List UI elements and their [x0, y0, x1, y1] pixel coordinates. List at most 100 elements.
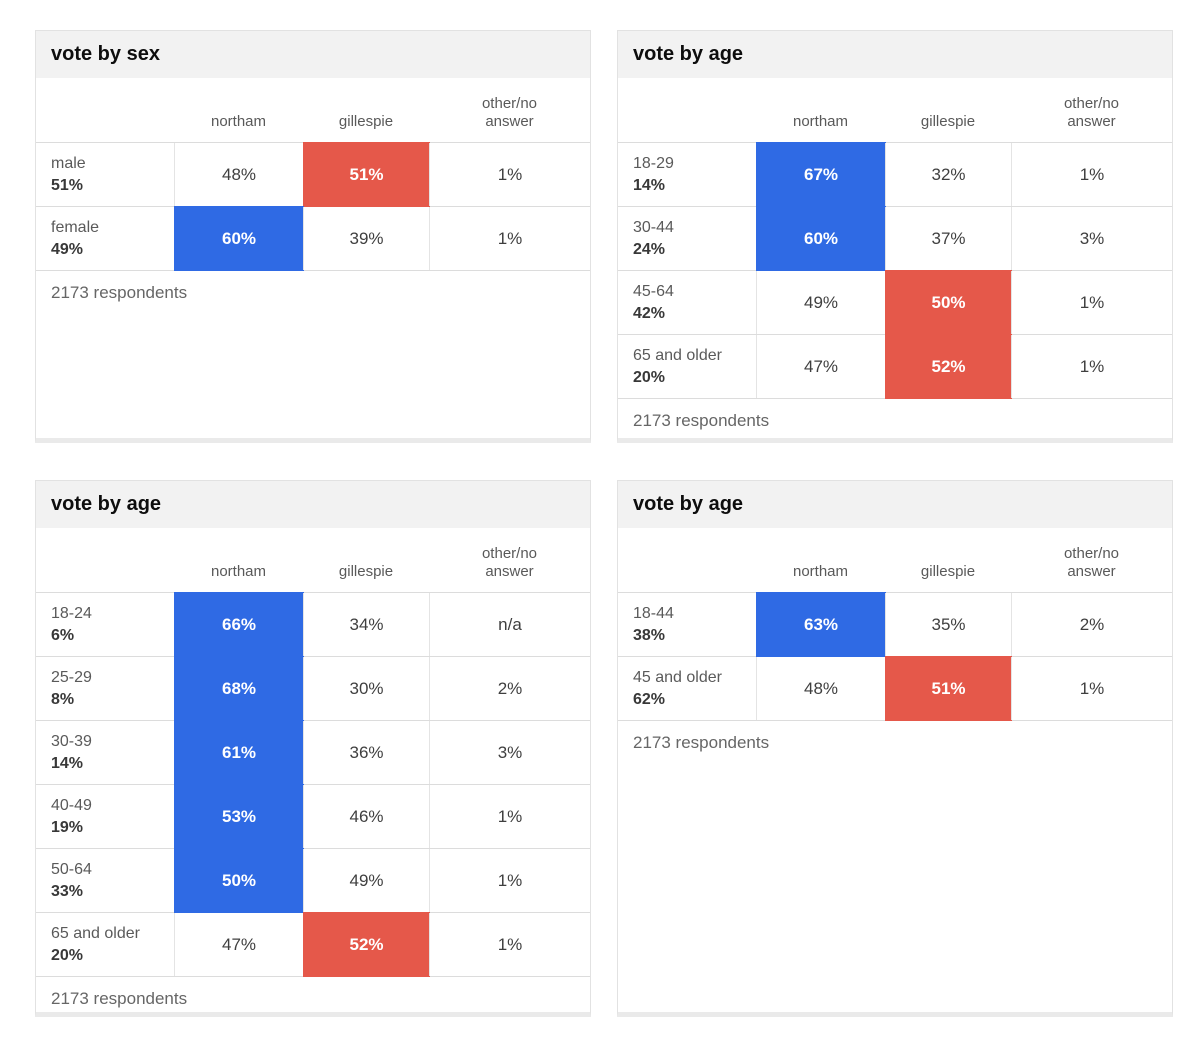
winner-highlight — [174, 784, 304, 849]
result-cell-gillespie: 30% — [303, 657, 429, 720]
result-value: 1% — [497, 806, 523, 826]
result-value: 32% — [931, 164, 966, 184]
result-cell-other-no-answer: 1% — [1011, 657, 1172, 720]
table-row: female 49% 60% 39% 1% — [36, 206, 590, 271]
result-cell-northam: 63% — [756, 592, 886, 657]
result-cell-other-no-answer: 1% — [429, 785, 590, 848]
result-value: 51% — [931, 678, 966, 698]
row-label-text: 30-44 — [633, 218, 674, 236]
row-label: 65 and older 20% — [618, 335, 756, 398]
column-header-label: other/no answer — [1063, 95, 1120, 130]
row-label-text: 45-64 — [633, 282, 674, 300]
exit-poll-panel: vote by sex northam gillespie other/no answ… — [35, 30, 591, 443]
table-row: 18-44 38% 63% 35% 2% — [618, 592, 1172, 657]
table-row: 65 and older 20% 47% 52% 1% — [618, 334, 1172, 399]
result-value: 60% — [221, 228, 257, 248]
row-label-text: 25-29 — [51, 668, 92, 686]
column-header-corner — [618, 78, 756, 142]
table-row: 25-29 8% 68% 30% 2% — [36, 656, 590, 721]
result-value: 30% — [349, 678, 384, 698]
result-cell-northam: 50% — [174, 848, 304, 913]
column-header-northam: northam — [174, 528, 303, 592]
row-label: 40-49 19% — [36, 785, 174, 848]
table-row: 45-64 42% 49% 50% 1% — [618, 270, 1172, 335]
exit-poll-panel: vote by age northam gillespie other/no answ… — [617, 480, 1173, 1017]
column-header-corner — [36, 78, 174, 142]
result-cell-northam: 67% — [756, 142, 886, 207]
table-row: 40-49 19% 53% 46% 1% — [36, 784, 590, 849]
result-value: 47% — [221, 934, 257, 954]
row-label-text: 50-64 — [51, 860, 92, 878]
table-row: 30-44 24% 60% 37% 3% — [618, 206, 1172, 271]
winner-highlight — [756, 592, 886, 657]
winner-highlight — [174, 656, 304, 721]
panel-title: vote by age — [618, 31, 1172, 78]
result-value: 47% — [803, 356, 839, 376]
result-cell-northam: 60% — [174, 206, 304, 271]
result-cell-gillespie: 46% — [303, 785, 429, 848]
result-cell-gillespie: 51% — [885, 656, 1012, 721]
row-group-percent: 38% — [633, 626, 666, 644]
result-cell-northam: 48% — [174, 143, 303, 206]
respondents-note: 2173 respondents — [618, 398, 1172, 438]
result-cell-gillespie: 50% — [885, 270, 1012, 335]
result-value: 1% — [1079, 356, 1105, 376]
table-row: 65 and older 20% 47% 52% 1% — [36, 912, 590, 977]
result-cell-other-no-answer: 1% — [429, 207, 590, 270]
result-value: 2% — [1079, 614, 1105, 634]
result-value: 1% — [497, 164, 523, 184]
result-value: 3% — [1079, 228, 1105, 248]
table-row: 18-24 6% 66% 34% n/a — [36, 592, 590, 657]
column-header-other-no-answer: other/no answer — [1011, 528, 1172, 592]
row-label-text: 18-24 — [51, 604, 92, 622]
winner-highlight — [174, 848, 304, 913]
result-value: 1% — [497, 228, 523, 248]
row-group-percent: 49% — [51, 240, 84, 258]
result-cell-gillespie: 49% — [303, 849, 429, 912]
result-value: 66% — [221, 614, 257, 634]
column-header-corner — [618, 528, 756, 592]
result-cell-other-no-answer: 2% — [1011, 593, 1172, 656]
winner-highlight — [885, 270, 1012, 335]
result-cell-gillespie: 51% — [303, 142, 430, 207]
table-row: 30-39 14% 61% 36% 3% — [36, 720, 590, 785]
result-value: 48% — [803, 678, 839, 698]
result-cell-gillespie: 52% — [885, 334, 1012, 399]
result-value: 52% — [349, 934, 384, 954]
table-row: 18-29 14% 67% 32% 1% — [618, 142, 1172, 207]
row-group-percent: 24% — [633, 240, 666, 258]
row-label: male 51% — [36, 143, 174, 206]
table-row: 50-64 33% 50% 49% 1% — [36, 848, 590, 913]
result-cell-other-no-answer: 1% — [429, 849, 590, 912]
result-value: 37% — [931, 228, 966, 248]
result-value: 3% — [497, 742, 523, 762]
winner-highlight — [756, 206, 886, 271]
row-label-text: 65 and older — [51, 924, 140, 942]
result-cell-gillespie: 36% — [303, 721, 429, 784]
row-label-text: 18-44 — [633, 604, 674, 622]
result-cell-northam: 53% — [174, 784, 304, 849]
result-value: 60% — [803, 228, 839, 248]
column-header-northam: northam — [756, 78, 885, 142]
result-value: 1% — [1079, 678, 1105, 698]
row-group-percent: 19% — [51, 818, 84, 836]
result-cell-northam: 60% — [756, 206, 886, 271]
result-cell-northam: 61% — [174, 720, 304, 785]
row-label: female 49% — [36, 207, 174, 270]
column-header-label: northam — [210, 113, 267, 130]
row-label: 50-64 33% — [36, 849, 174, 912]
row-group-percent: 42% — [633, 304, 666, 322]
result-cell-gillespie: 34% — [303, 593, 429, 656]
respondents-note: 2173 respondents — [36, 270, 590, 438]
column-header-label: gillespie — [338, 113, 394, 130]
row-group-percent: 62% — [633, 690, 666, 708]
result-value: 61% — [221, 742, 257, 762]
result-cell-gillespie: 52% — [303, 912, 430, 977]
exit-poll-panel: vote by age northam gillespie other/no answ… — [35, 480, 591, 1017]
row-group-percent: 14% — [633, 176, 666, 194]
winner-highlight — [303, 912, 430, 977]
row-label: 18-29 14% — [618, 143, 756, 206]
column-header-row: northam gillespie other/no answer — [618, 528, 1172, 592]
row-label: 30-44 24% — [618, 207, 756, 270]
result-cell-other-no-answer: 1% — [429, 143, 590, 206]
